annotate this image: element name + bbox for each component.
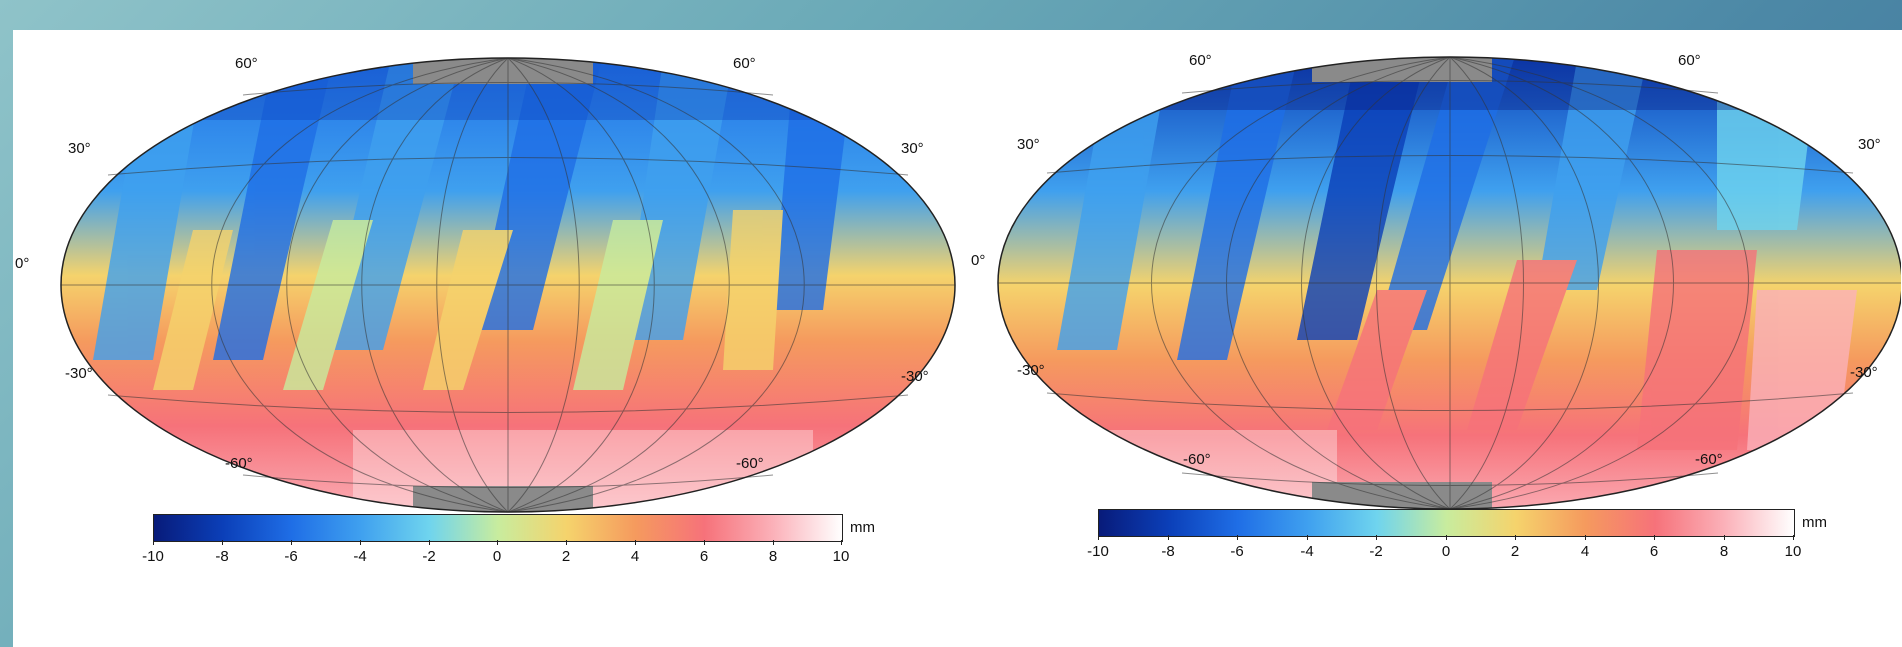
graticule-right — [998, 56, 1901, 510]
lat-label-n30-right: 30° — [1017, 136, 1040, 153]
colorbar-tick-label: 4 — [1580, 543, 1590, 560]
map-outline-left — [60, 57, 956, 513]
lat-label-s60-left: -60° — [225, 455, 253, 472]
colorbar-tick-label: -2 — [1369, 543, 1383, 560]
colorbar-tick-label: -8 — [1161, 543, 1175, 560]
map-panel-right: 60° 60° 30° 30° 0° -30° -30° -60° -60° m… — [957, 30, 1901, 647]
lat-label-n60-right: 60° — [1189, 52, 1212, 69]
lat-label-s60-right-side-left: -60° — [736, 455, 764, 472]
map-panel-left: 60° 60° 30° 30° 0° -30° -30° -60° -60° m… — [13, 30, 957, 647]
colorbar-tick-label: -4 — [1300, 543, 1314, 560]
lat-label-s30-left: -30° — [65, 365, 93, 382]
colorbar-tick-label: 2 — [561, 548, 571, 565]
lat-label-eq-left: 0° — [15, 255, 30, 272]
colorbar-tick-label: -6 — [1230, 543, 1244, 560]
lat-label-n30-right-side-left: 30° — [901, 140, 924, 157]
colorbar-tick-label: 0 — [492, 548, 502, 565]
lat-label-n30-right-side-right: 30° — [1858, 136, 1881, 153]
lat-label-eq-right: 0° — [971, 252, 986, 269]
lat-label-s60-right-side-right: -60° — [1695, 451, 1723, 468]
colorbar-tick-label: 8 — [1719, 543, 1729, 560]
colorbar-tick-label: -10 — [1087, 543, 1109, 560]
colorbar-left: mm -10 -8 -6 -4 -2 0 2 4 6 8 10 — [142, 514, 875, 574]
lat-label-s60-right: -60° — [1183, 451, 1211, 468]
colorbar-tick-label: -2 — [422, 548, 436, 565]
lat-label-n30-left: 30° — [68, 140, 91, 157]
no-data-south-left — [413, 486, 593, 512]
world-map-right — [997, 56, 1901, 510]
no-data-north-left — [413, 58, 593, 84]
lat-label-n60-right-side-right: 60° — [1678, 52, 1701, 69]
colorbar-right: mm -10 -8 -6 -4 -2 0 2 4 6 8 10 — [1087, 509, 1827, 569]
colorbar-tick-label: 8 — [768, 548, 778, 565]
colorbar-tick-label: 10 — [832, 548, 850, 565]
lat-label-n60-left: 60° — [235, 55, 258, 72]
colorbar-tick-label: -10 — [142, 548, 164, 565]
colorbar-gradient-left — [153, 514, 843, 542]
lat-label-s30-right-side-right: -30° — [1850, 364, 1878, 381]
colorbar-tick-label: 6 — [699, 548, 709, 565]
colorbar-tick-label: 0 — [1441, 543, 1451, 560]
figure-slide: 60° 60° 30° 30° 0° -30° -30° -60° -60° m… — [13, 30, 1902, 647]
colorbar-tick-label: 4 — [630, 548, 640, 565]
colorbar-tick-label: -4 — [353, 548, 367, 565]
colorbar-tick-label: -8 — [215, 548, 229, 565]
graticule-left — [61, 57, 955, 513]
lat-label-n60-right-side-left: 60° — [733, 55, 756, 72]
colorbar-tick-label: -6 — [284, 548, 298, 565]
lat-label-s30-right: -30° — [1017, 362, 1045, 379]
colorbar-unit-left: mm — [850, 519, 875, 536]
colorbar-tick-label: 6 — [1649, 543, 1659, 560]
colorbar-unit-right: mm — [1802, 514, 1827, 531]
colorbar-tick-label: 2 — [1510, 543, 1520, 560]
colorbar-tick-label: 10 — [1784, 543, 1802, 560]
colorbar-gradient-right — [1098, 509, 1795, 537]
lat-label-s30-right-side-left: -30° — [901, 368, 929, 385]
world-map-left — [60, 57, 956, 513]
